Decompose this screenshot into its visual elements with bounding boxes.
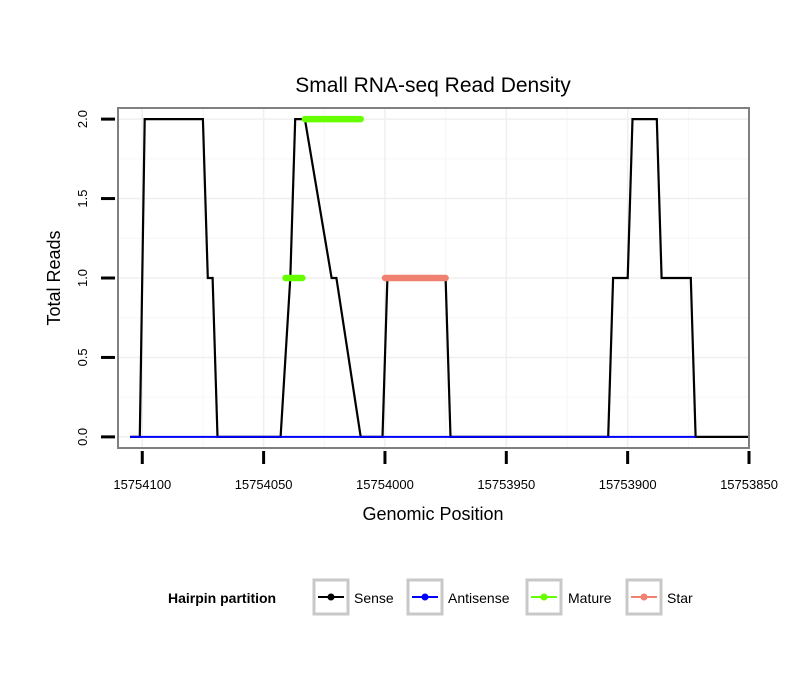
chart-title: Small RNA-seq Read Density (295, 74, 571, 97)
legend-label-antisense: Antisense (448, 590, 510, 606)
legend-label-star: Star (667, 590, 693, 606)
legend-label-mature: Mature (568, 590, 612, 606)
x-tick-label: 15753950 (477, 477, 535, 492)
y-axis-title: Total Reads (44, 230, 64, 325)
y-tick-label: 1.5 (75, 190, 90, 208)
x-tick-label: 15753850 (720, 477, 778, 492)
legend-title: Hairpin partition (168, 590, 276, 606)
legend-dot-star (640, 593, 648, 601)
panel-border (117, 107, 750, 449)
series-layer (130, 115, 749, 438)
x-tick-label: 15754100 (113, 477, 171, 492)
x-axis: 15754100 15754050 15754000 15753950 15753900… (113, 451, 778, 492)
x-tick-label: 15754050 (235, 477, 293, 492)
legend-label-sense: Sense (354, 590, 394, 606)
legend-dot-mature (540, 593, 548, 601)
x-axis-title: Genomic Position (362, 504, 503, 524)
y-tick-label: 1.0 (75, 269, 90, 287)
y-tick-label: 2.0 (75, 110, 90, 128)
x-tick-label: 15753900 (599, 477, 657, 492)
y-tick-label: 0.0 (75, 428, 90, 446)
y-tick-label: 0.5 (75, 348, 90, 366)
y-axis: 0.0 0.5 1.0 1.5 2.0 (75, 110, 115, 446)
plot-panel (117, 107, 750, 449)
x-tick-label: 15754000 (356, 477, 414, 492)
legend-dot-antisense (421, 593, 429, 601)
legend: Hairpin partition Sense Antisense Mature St… (168, 578, 693, 616)
legend-items: Sense Antisense Mature Star (312, 578, 693, 616)
legend-dot-sense (327, 593, 335, 601)
